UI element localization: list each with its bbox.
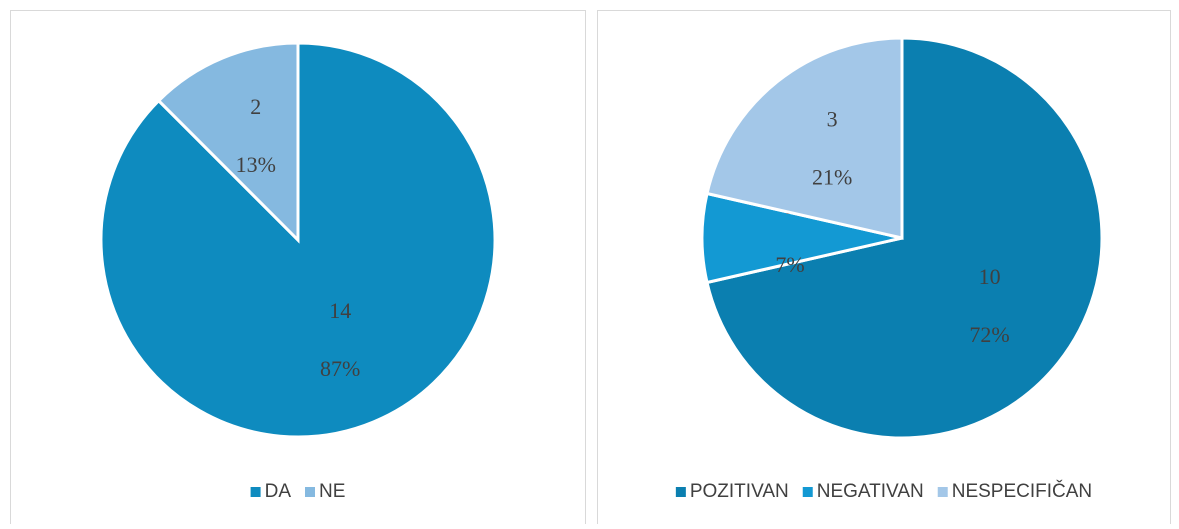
value-label: 10 <box>979 264 1001 289</box>
legend-label: POZITIVAN <box>690 481 789 502</box>
value-label: 2 <box>250 94 261 119</box>
legend-marker <box>937 487 948 497</box>
value-label: 14 <box>329 298 351 323</box>
percent-label: 21% <box>812 164 852 189</box>
legend-label: NESPECIFIČAN <box>952 480 1092 502</box>
pie-slice <box>705 36 1104 440</box>
percent-label: 13% <box>236 152 276 177</box>
percent-label: 72% <box>969 322 1009 347</box>
legend-marker <box>305 487 315 497</box>
legend-marker <box>250 487 261 497</box>
value-label: 3 <box>827 106 838 131</box>
pie-slice <box>156 41 300 244</box>
legend-marker <box>802 487 813 497</box>
percent-label: 87% <box>320 356 360 381</box>
pie-slice <box>705 36 904 240</box>
legend-label: NE <box>319 481 345 502</box>
legend-label: NEGATIVAN <box>817 481 924 502</box>
legend-label: DA <box>265 481 292 502</box>
legend-marker <box>675 487 686 497</box>
percent-label: 7% <box>775 252 804 277</box>
